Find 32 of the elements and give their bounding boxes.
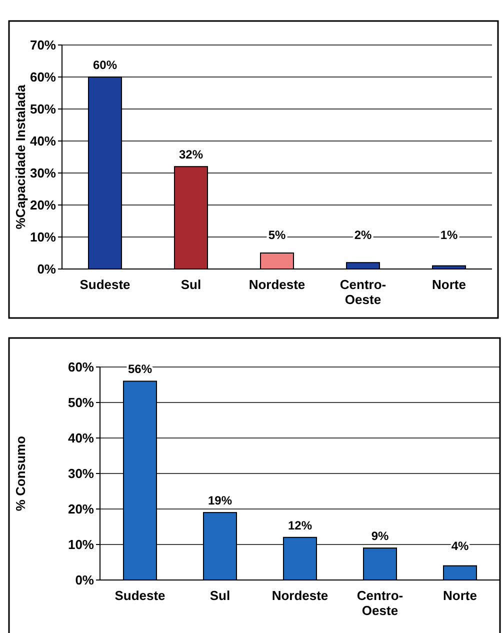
y-tick-label: 50% bbox=[30, 102, 56, 117]
data-label: 12% bbox=[288, 518, 312, 532]
data-label: 19% bbox=[208, 494, 232, 508]
x-tick-label: Nordeste bbox=[272, 588, 328, 603]
y-tick-label: 30% bbox=[30, 166, 56, 181]
y-tick-label: 70% bbox=[30, 38, 56, 53]
y-tick-label: 20% bbox=[30, 198, 56, 213]
y-axis-title: % Consumo bbox=[13, 436, 28, 512]
x-tick-label: Sul bbox=[210, 588, 230, 603]
x-tick-label: Sul bbox=[180, 277, 202, 292]
x-tick-label: Centro-Oeste bbox=[356, 588, 404, 618]
data-label: 9% bbox=[371, 529, 389, 544]
y-tick-label: 40% bbox=[30, 134, 56, 149]
y-tick-label: 40% bbox=[68, 430, 94, 446]
x-tick-label: Norte bbox=[432, 277, 466, 292]
y-tick-label: 10% bbox=[30, 230, 56, 245]
data-label: 32% bbox=[178, 148, 204, 162]
y-tick-label: 60% bbox=[30, 70, 56, 85]
y-tick-label: 10% bbox=[68, 537, 94, 552]
y-tick-label: 30% bbox=[68, 466, 94, 482]
y-tick-label: 50% bbox=[68, 395, 94, 410]
x-tick-label: Nordeste bbox=[248, 277, 306, 292]
y-tick-label: 0% bbox=[37, 262, 56, 277]
y-axis-title: %Capacidade Instalada bbox=[13, 84, 28, 230]
x-tick-label: Centro-Oeste bbox=[340, 277, 386, 307]
data-label: 60% bbox=[92, 58, 118, 72]
y-tick-label: 60% bbox=[68, 360, 94, 375]
x-tick-label: Sudeste bbox=[114, 588, 166, 603]
y-tick-label: 20% bbox=[68, 502, 94, 517]
x-tick-label: Sudeste bbox=[80, 277, 130, 292]
y-tick-label: 0% bbox=[75, 572, 94, 588]
x-tick-label: Norte bbox=[443, 588, 477, 603]
